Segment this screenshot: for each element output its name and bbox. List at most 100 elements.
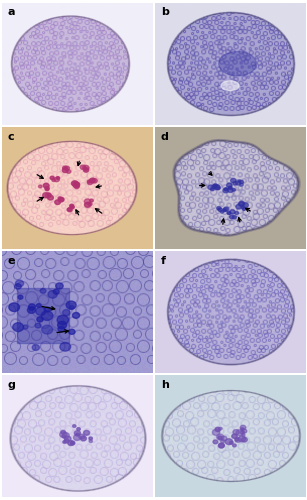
Circle shape xyxy=(44,307,51,312)
Circle shape xyxy=(66,301,76,309)
Circle shape xyxy=(63,166,67,170)
Circle shape xyxy=(84,430,90,435)
Circle shape xyxy=(235,438,241,442)
Circle shape xyxy=(68,440,74,446)
Bar xyxy=(17,288,69,343)
Circle shape xyxy=(241,206,245,208)
Circle shape xyxy=(239,202,244,206)
Circle shape xyxy=(239,183,243,186)
Circle shape xyxy=(216,187,220,190)
Circle shape xyxy=(214,185,220,190)
Circle shape xyxy=(79,434,85,439)
Circle shape xyxy=(228,186,232,190)
Circle shape xyxy=(58,196,61,200)
Circle shape xyxy=(62,432,69,438)
Circle shape xyxy=(239,202,244,206)
Circle shape xyxy=(236,430,243,436)
Circle shape xyxy=(231,178,236,182)
Circle shape xyxy=(90,178,95,183)
Circle shape xyxy=(71,206,74,208)
Circle shape xyxy=(217,434,224,440)
Circle shape xyxy=(242,438,247,442)
Text: d: d xyxy=(161,132,169,141)
Circle shape xyxy=(73,182,80,188)
Circle shape xyxy=(80,165,86,170)
Circle shape xyxy=(232,434,237,438)
Circle shape xyxy=(87,180,91,183)
Circle shape xyxy=(238,436,246,442)
Circle shape xyxy=(89,440,92,442)
Circle shape xyxy=(43,192,49,198)
Circle shape xyxy=(67,208,71,211)
Circle shape xyxy=(235,181,241,185)
Circle shape xyxy=(74,184,79,188)
Circle shape xyxy=(233,444,236,447)
Circle shape xyxy=(29,304,35,310)
Circle shape xyxy=(84,168,89,172)
Circle shape xyxy=(62,168,68,172)
Circle shape xyxy=(242,208,246,210)
Circle shape xyxy=(225,439,232,444)
Circle shape xyxy=(47,194,51,196)
Circle shape xyxy=(32,344,39,350)
Circle shape xyxy=(89,437,92,440)
Circle shape xyxy=(64,166,69,170)
Circle shape xyxy=(211,188,214,190)
Circle shape xyxy=(60,432,67,438)
Circle shape xyxy=(60,342,71,351)
Circle shape xyxy=(219,443,224,448)
Circle shape xyxy=(224,188,228,191)
Circle shape xyxy=(240,425,246,430)
Circle shape xyxy=(52,178,56,182)
Circle shape xyxy=(56,176,60,180)
Circle shape xyxy=(50,176,54,180)
Circle shape xyxy=(227,212,231,214)
Circle shape xyxy=(18,295,23,299)
Circle shape xyxy=(218,208,222,212)
Circle shape xyxy=(235,438,239,441)
Circle shape xyxy=(67,208,72,212)
Circle shape xyxy=(77,428,80,430)
Circle shape xyxy=(37,317,43,322)
Circle shape xyxy=(242,434,245,436)
Circle shape xyxy=(29,307,34,311)
Circle shape xyxy=(66,170,71,173)
Circle shape xyxy=(45,186,49,190)
Circle shape xyxy=(13,322,24,332)
Circle shape xyxy=(53,290,59,294)
Circle shape xyxy=(23,325,28,329)
Circle shape xyxy=(217,206,221,210)
Circle shape xyxy=(58,198,64,202)
Circle shape xyxy=(232,188,235,191)
Circle shape xyxy=(213,440,218,444)
Circle shape xyxy=(76,433,79,436)
Circle shape xyxy=(227,183,232,188)
Text: b: b xyxy=(161,8,169,18)
Circle shape xyxy=(71,442,75,445)
Circle shape xyxy=(57,315,68,324)
Circle shape xyxy=(9,303,20,312)
Circle shape xyxy=(73,182,80,187)
Circle shape xyxy=(84,167,87,170)
Circle shape xyxy=(220,210,224,213)
Circle shape xyxy=(230,210,235,214)
Circle shape xyxy=(240,430,244,434)
Ellipse shape xyxy=(221,81,239,90)
Circle shape xyxy=(71,442,74,444)
Circle shape xyxy=(74,430,80,436)
Circle shape xyxy=(90,199,93,202)
Circle shape xyxy=(43,184,49,188)
Circle shape xyxy=(233,430,239,434)
Circle shape xyxy=(56,283,63,289)
Text: h: h xyxy=(161,380,169,390)
Circle shape xyxy=(63,310,70,316)
Circle shape xyxy=(69,329,75,334)
Circle shape xyxy=(212,430,220,436)
Circle shape xyxy=(55,200,60,204)
Text: e: e xyxy=(8,256,15,266)
Circle shape xyxy=(15,280,24,286)
Circle shape xyxy=(73,424,76,428)
Circle shape xyxy=(223,209,226,212)
Circle shape xyxy=(223,188,228,193)
Circle shape xyxy=(230,215,234,219)
